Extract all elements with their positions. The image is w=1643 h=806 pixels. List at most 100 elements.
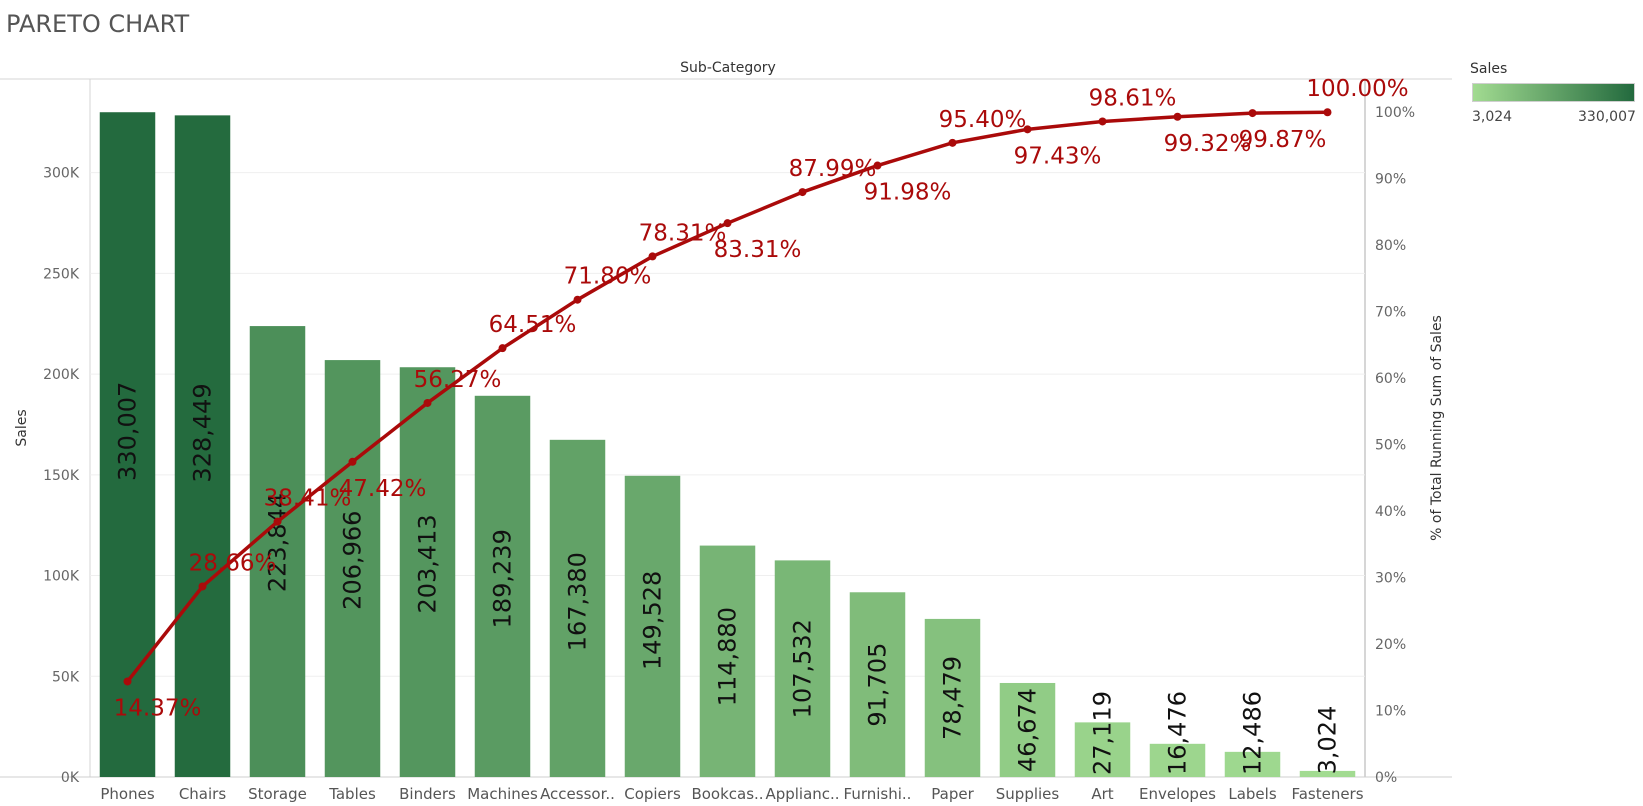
x-tick-label: Supplies	[996, 785, 1060, 803]
cumulative-point	[198, 582, 207, 591]
cumulative-point	[573, 295, 582, 304]
y-tick-label: 100K	[43, 569, 80, 585]
y2-tick-label: 30%	[1375, 571, 1406, 587]
cumulative-point	[1173, 112, 1182, 121]
x-tick-label: Tables	[328, 785, 376, 803]
cumulative-label: 100.00%	[1306, 76, 1408, 102]
cumulative-point	[498, 344, 507, 353]
bar-bookcas	[699, 545, 756, 777]
y-tick-label: 150K	[43, 468, 80, 484]
cumulative-label: 99.32%	[1164, 131, 1252, 157]
bar-applianc	[774, 560, 831, 777]
legend-max-label: 330,007	[1578, 109, 1636, 125]
cumulative-point	[798, 188, 807, 197]
cumulative-label: 98.61%	[1089, 85, 1177, 111]
y2-tick-label: 20%	[1375, 637, 1406, 653]
page-title: PARETO CHART	[6, 10, 190, 38]
x-tick-label: Binders	[399, 785, 456, 803]
cumulative-point	[1323, 108, 1332, 117]
bar-value-label: 330,007	[114, 382, 142, 481]
bar-value-label: 328,449	[189, 383, 217, 482]
x-tick-label: Machines	[467, 785, 538, 803]
x-tick-label: Envelopes	[1139, 785, 1216, 803]
bar-fasteners	[1299, 770, 1356, 777]
y2-axis-title: % of Total Running Sum of Sales	[1429, 315, 1445, 541]
y2-tick-label: 70%	[1375, 305, 1406, 321]
x-tick-label: Paper	[931, 785, 974, 803]
bar-value-label: 16,476	[1164, 691, 1192, 775]
column-header: Sub-Category	[680, 60, 776, 76]
bar-value-label: 203,413	[414, 514, 442, 613]
cumulative-point	[948, 138, 957, 147]
bar-value-label: 167,380	[564, 552, 592, 651]
x-tick-label: Bookcas..	[691, 785, 763, 803]
bar-value-label: 107,532	[789, 619, 817, 718]
cumulative-label: 14.37%	[114, 695, 202, 721]
bar-value-label: 27,119	[1089, 691, 1117, 775]
y2-tick-label: 90%	[1375, 172, 1406, 188]
y2-tick-label: 50%	[1375, 438, 1406, 454]
cumulative-label: 38.41%	[264, 486, 352, 512]
x-tick-label: Accessor..	[540, 785, 615, 803]
legend-min-label: 3,024	[1472, 109, 1513, 125]
y-tick-label: 200K	[43, 367, 80, 383]
cumulative-label: 56.27%	[414, 367, 502, 393]
y2-tick-label: 80%	[1375, 238, 1406, 254]
x-tick-label: Phones	[100, 785, 154, 803]
cumulative-point	[1248, 109, 1257, 118]
x-tick-label: Applianc..	[765, 785, 839, 803]
y-tick-label: 0K	[61, 770, 80, 786]
bar-art	[1074, 722, 1131, 777]
bar-storage	[249, 326, 306, 777]
cumulative-point	[423, 398, 432, 407]
bar-machines	[474, 395, 531, 777]
cumulative-point	[348, 457, 357, 466]
cumulative-point	[273, 517, 282, 526]
bar-tables	[324, 360, 381, 777]
y2-tick-label: 0%	[1375, 770, 1397, 786]
cumulative-label: 78.31%	[639, 220, 727, 246]
cumulative-label: 64.51%	[489, 312, 577, 338]
cumulative-label: 99.87%	[1239, 127, 1327, 153]
bar-value-label: 78,479	[939, 656, 967, 740]
x-tick-label: Chairs	[179, 785, 227, 803]
bar-value-label: 206,966	[339, 511, 367, 610]
bar-phones	[99, 112, 156, 777]
legend-color-ramp	[1472, 83, 1635, 102]
cumulative-label: 87.99%	[789, 156, 877, 182]
bar-copiers	[624, 475, 681, 777]
cumulative-label: 95.40%	[939, 107, 1027, 133]
cumulative-label: 83.31%	[714, 237, 802, 263]
x-tick-label: Fasteners	[1291, 785, 1363, 803]
bar-value-label: 3,024	[1314, 706, 1342, 775]
bar-chairs	[174, 115, 231, 777]
bar-value-label: 91,705	[864, 643, 892, 727]
bar-accessor	[549, 439, 606, 777]
x-tick-label: Copiers	[624, 785, 681, 803]
bar-value-label: 46,674	[1014, 688, 1042, 772]
bar-value-label: 149,528	[639, 571, 667, 670]
x-tick-label: Art	[1091, 785, 1113, 803]
bar-value-label: 189,239	[489, 529, 517, 628]
y-tick-label: 300K	[43, 166, 80, 182]
cumulative-label: 97.43%	[1014, 143, 1102, 169]
cumulative-label: 28.66%	[189, 550, 277, 576]
x-tick-label: Storage	[248, 785, 307, 803]
y2-tick-label: 100%	[1375, 105, 1415, 121]
cumulative-point	[723, 219, 732, 228]
cumulative-point	[1098, 117, 1107, 126]
x-tick-label: Labels	[1228, 785, 1276, 803]
bar-furnishi	[849, 592, 906, 777]
bar-value-label: 114,880	[714, 607, 742, 706]
bar-paper	[924, 618, 981, 777]
cumulative-point	[648, 252, 657, 261]
y-tick-label: 250K	[43, 266, 80, 282]
cumulative-label: 47.42%	[339, 476, 427, 502]
y2-tick-label: 60%	[1375, 371, 1406, 387]
cumulative-label: 91.98%	[864, 180, 952, 206]
cumulative-label: 71.80%	[564, 264, 652, 290]
x-tick-label: Furnishi..	[844, 785, 912, 803]
cumulative-point	[123, 677, 132, 686]
y2-tick-label: 40%	[1375, 504, 1406, 520]
